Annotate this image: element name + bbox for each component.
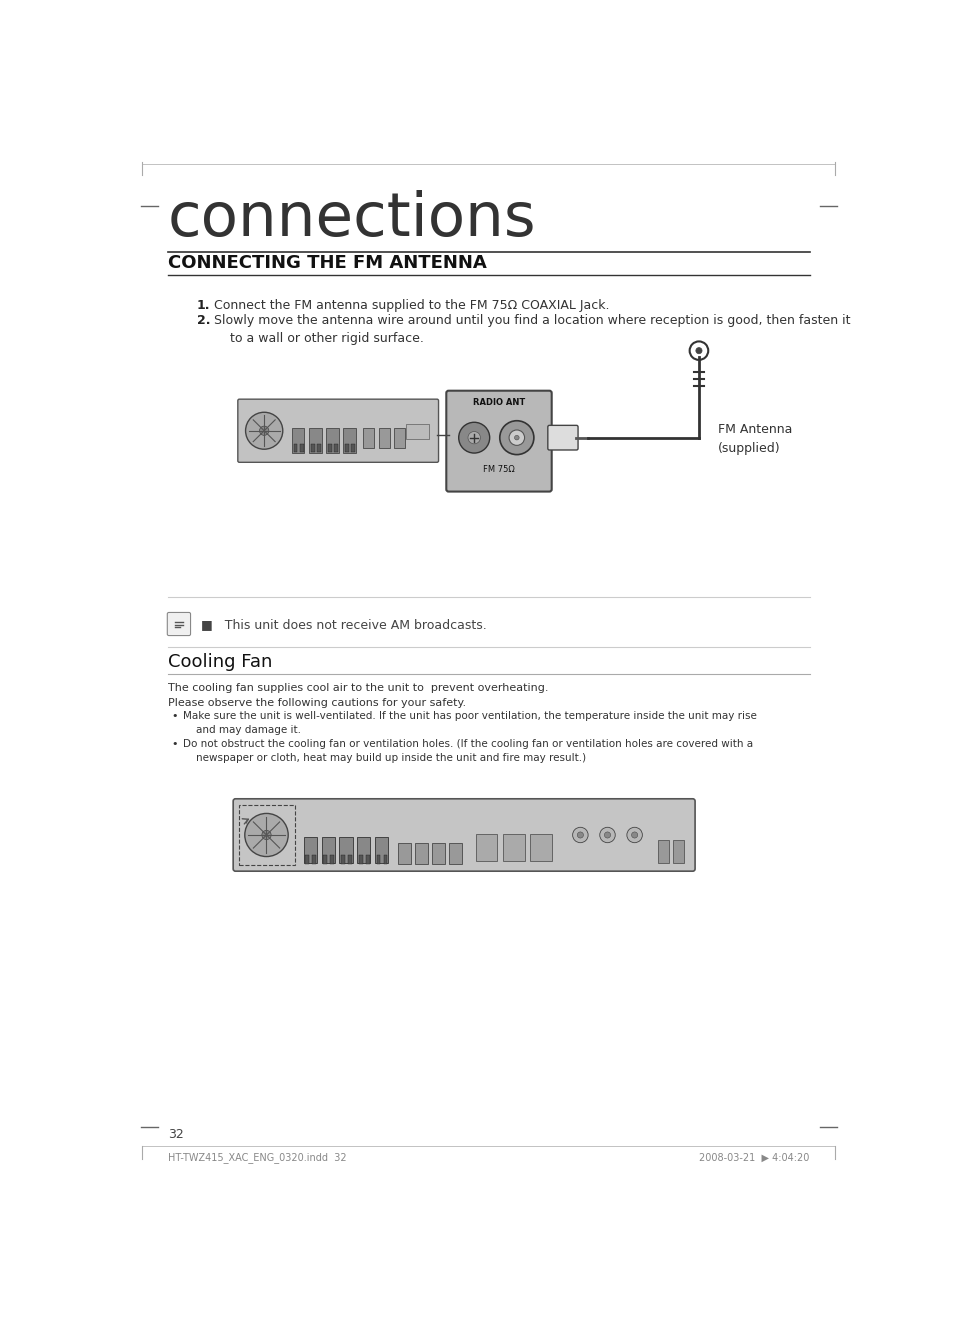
FancyBboxPatch shape: [383, 855, 387, 865]
Circle shape: [599, 828, 615, 842]
Text: CONNECTING THE FM ANTENNA: CONNECTING THE FM ANTENNA: [168, 254, 486, 272]
Text: 2008-03-21  ▶ 4:04:20: 2008-03-21 ▶ 4:04:20: [699, 1153, 809, 1162]
Circle shape: [509, 430, 524, 445]
Text: HT-TWZ415_XAC_ENG_0320.indd  32: HT-TWZ415_XAC_ENG_0320.indd 32: [168, 1152, 346, 1162]
Circle shape: [499, 420, 534, 455]
FancyBboxPatch shape: [321, 837, 335, 863]
FancyBboxPatch shape: [358, 855, 362, 865]
Text: RADIO ANT: RADIO ANT: [473, 398, 524, 407]
Text: connections: connections: [168, 190, 537, 249]
FancyBboxPatch shape: [378, 428, 390, 448]
FancyBboxPatch shape: [432, 842, 444, 865]
Text: Make sure the unit is well-ventilated. If the unit has poor ventilation, the tem: Make sure the unit is well-ventilated. I…: [183, 710, 756, 735]
Circle shape: [245, 813, 288, 857]
Text: FM Antenna
(supplied): FM Antenna (supplied): [718, 423, 792, 455]
FancyBboxPatch shape: [365, 855, 369, 865]
FancyBboxPatch shape: [547, 426, 578, 449]
Circle shape: [261, 830, 271, 840]
FancyBboxPatch shape: [530, 834, 551, 861]
Text: Connect the FM antenna supplied to the FM 75Ω COAXIAL Jack.: Connect the FM antenna supplied to the F…: [213, 299, 609, 312]
Circle shape: [631, 832, 637, 838]
Text: 2.: 2.: [196, 315, 210, 327]
FancyBboxPatch shape: [343, 428, 355, 453]
Circle shape: [572, 828, 587, 842]
FancyBboxPatch shape: [356, 837, 370, 863]
FancyBboxPatch shape: [311, 444, 314, 452]
FancyBboxPatch shape: [292, 428, 304, 453]
Circle shape: [514, 435, 518, 440]
FancyBboxPatch shape: [237, 399, 438, 463]
FancyBboxPatch shape: [376, 855, 380, 865]
Circle shape: [468, 431, 480, 444]
FancyBboxPatch shape: [299, 444, 303, 452]
Text: 1.: 1.: [196, 299, 210, 312]
Text: ■   This unit does not receive AM broadcasts.: ■ This unit does not receive AM broadcas…: [200, 618, 486, 631]
FancyBboxPatch shape: [294, 444, 297, 452]
FancyBboxPatch shape: [502, 834, 524, 861]
Text: Do not obstruct the cooling fan or ventilation holes. (If the cooling fan or ven: Do not obstruct the cooling fan or venti…: [183, 739, 752, 763]
Text: FM 75Ω: FM 75Ω: [482, 465, 515, 474]
FancyBboxPatch shape: [305, 855, 309, 865]
FancyBboxPatch shape: [415, 842, 427, 865]
FancyBboxPatch shape: [348, 855, 352, 865]
Text: •: •: [172, 710, 178, 721]
Circle shape: [259, 426, 269, 435]
Text: •: •: [172, 739, 178, 749]
FancyBboxPatch shape: [476, 834, 497, 861]
FancyBboxPatch shape: [446, 390, 551, 492]
FancyBboxPatch shape: [328, 444, 332, 452]
Text: Slowly move the antenna wire around until you find a location where reception is: Slowly move the antenna wire around unti…: [213, 315, 849, 345]
FancyBboxPatch shape: [339, 837, 353, 863]
FancyBboxPatch shape: [351, 444, 355, 452]
FancyBboxPatch shape: [312, 855, 315, 865]
Text: Cooling Fan: Cooling Fan: [168, 652, 273, 671]
Circle shape: [689, 341, 707, 360]
Circle shape: [626, 828, 641, 842]
FancyBboxPatch shape: [316, 444, 320, 452]
FancyBboxPatch shape: [375, 837, 388, 863]
FancyBboxPatch shape: [334, 444, 337, 452]
FancyBboxPatch shape: [658, 840, 668, 863]
FancyBboxPatch shape: [326, 428, 338, 453]
Circle shape: [604, 832, 610, 838]
FancyBboxPatch shape: [673, 840, 683, 863]
FancyBboxPatch shape: [167, 613, 191, 635]
FancyBboxPatch shape: [397, 842, 410, 865]
Circle shape: [577, 832, 583, 838]
Text: The cooling fan supplies cool air to the unit to  prevent overheating.
Please ob: The cooling fan supplies cool air to the…: [168, 683, 548, 708]
FancyBboxPatch shape: [323, 855, 327, 865]
FancyBboxPatch shape: [340, 855, 344, 865]
Circle shape: [458, 422, 489, 453]
FancyBboxPatch shape: [449, 842, 461, 865]
FancyBboxPatch shape: [406, 424, 429, 439]
FancyBboxPatch shape: [363, 428, 374, 448]
Circle shape: [245, 413, 282, 449]
FancyBboxPatch shape: [394, 428, 405, 448]
FancyBboxPatch shape: [309, 428, 321, 453]
Circle shape: [695, 348, 701, 353]
FancyBboxPatch shape: [233, 799, 695, 871]
Text: 32: 32: [168, 1128, 184, 1141]
FancyBboxPatch shape: [303, 837, 316, 863]
FancyBboxPatch shape: [344, 444, 348, 452]
FancyBboxPatch shape: [330, 855, 334, 865]
